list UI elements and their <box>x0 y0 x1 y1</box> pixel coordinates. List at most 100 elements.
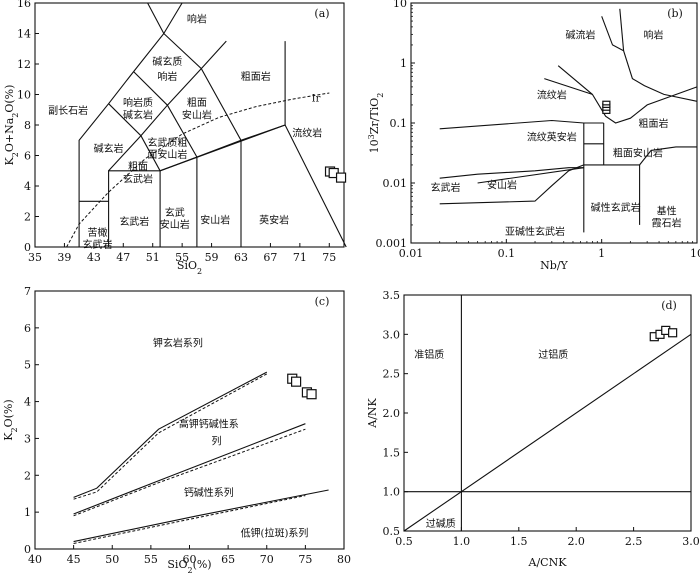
y-tick-label: 14 <box>17 28 31 41</box>
y-tick-label: 0.1 <box>390 117 408 130</box>
x-tick-label: 0.5 <box>395 535 413 548</box>
field-label: 玄武岩 <box>430 181 460 194</box>
y-tick-label: 12 <box>17 58 31 71</box>
y-tick-label: 2.0 <box>383 407 401 420</box>
y-tick-label: 2 <box>24 469 31 482</box>
y-tick-label: 2 <box>24 211 31 224</box>
field-label: 过铝质 <box>538 348 568 361</box>
x-tick-label: 3.0 <box>682 535 700 548</box>
field-label: 粗面岩 <box>241 70 271 83</box>
field-boundary <box>140 135 161 172</box>
x-tick-label: 63 <box>234 251 248 264</box>
y-tick-label: 2.5 <box>383 368 401 381</box>
x-axis-title: SiO2(%) <box>167 558 211 573</box>
y-axis-title: K2O(%) <box>2 399 19 440</box>
alkaline-divider <box>66 92 330 248</box>
field-label: 响岩 <box>157 70 177 83</box>
field-label: 玄武 <box>165 206 185 219</box>
y-tick-label: 3 <box>24 432 31 445</box>
panel-label: (a) <box>314 7 329 20</box>
y-tick-label: 10 <box>393 0 407 10</box>
x-axis-title: SiO2 <box>177 259 202 276</box>
field-label: 低钾(拉斑)系列 <box>241 526 309 539</box>
x-tick-label: 50 <box>105 553 119 566</box>
x-tick-label: 55 <box>175 251 189 264</box>
field-label: 玄武质粗 <box>147 136 187 149</box>
field-boundary <box>544 78 593 95</box>
field-boundary <box>108 124 347 248</box>
field-label: 英安岩 <box>259 214 289 227</box>
panel-b-winchester: 0.010.11100.0010.010.1110(b)碱流岩响岩流纹岩粗面岩流… <box>367 0 700 272</box>
panel-d-shand: 0.5 1.0 1.5 2.0 2.5 3.0 0.5 1.0 1.5 2.0 2.5 3.0 3.5 (… <box>366 289 700 569</box>
field-boundary <box>439 119 604 130</box>
series-boundary-alt <box>73 428 306 517</box>
field-label: 列 <box>212 434 222 447</box>
panel-c-k2o: 40 45 50 55 60 65 70 75 8001234567(c)钾玄岩系列高钾钙碱性系… <box>2 285 351 573</box>
field-label: 苦橄 <box>88 226 108 239</box>
field-boundary <box>108 103 142 137</box>
field-boundary <box>557 65 698 124</box>
y-tick-label: 16 <box>17 0 31 10</box>
series-boundary <box>73 423 306 515</box>
field-label: 碱性玄武岩 <box>591 201 641 214</box>
field-label: 玄武岩 <box>83 238 113 251</box>
field-label: 亚碱性玄武岩 <box>505 225 565 238</box>
x-tick-label: 2.0 <box>567 535 585 548</box>
y-tick-label: 5 <box>24 359 31 372</box>
y-tick-label: 1.0 <box>383 486 401 499</box>
field-boundary <box>619 8 625 51</box>
field-label: 霞石岩 <box>652 216 682 229</box>
x-tick-label: 39 <box>57 251 71 264</box>
x-tick-label: 45 <box>67 553 81 566</box>
field-boundary <box>159 41 286 247</box>
x-tick-label: 51 <box>146 251 160 264</box>
y-tick-label: 0.01 <box>383 177 408 190</box>
y-tick-label: 3.5 <box>383 289 401 302</box>
y-axis-title: K2O+Na2O(%) <box>3 85 20 166</box>
x-axis-title: A/CNK <box>528 556 568 569</box>
x-tick-label: 0.1 <box>498 247 516 260</box>
field-label: 粗面岩 <box>639 117 669 130</box>
field-label: 流纹岩 <box>537 88 567 101</box>
x-tick-label: 1.0 <box>453 535 471 548</box>
field-label: 钾玄岩系列 <box>153 337 203 350</box>
field-label: 玄武岩 <box>123 172 153 185</box>
field-label: 面安山岩 <box>147 148 187 161</box>
field-label: 粗面安山岩 <box>613 147 663 160</box>
panel-a-tas: 35 39 43 47 51 55 59 63 67 71 75 0 2 4 6 8 10 12 14 16 (a) 响岩… <box>3 0 347 276</box>
x-tick-label: 1.5 <box>510 535 528 548</box>
x-tick-label: 59 <box>205 251 219 264</box>
y-tick-label: 8 <box>24 119 31 132</box>
x-tick-label: 0.01 <box>399 247 424 260</box>
field-label: 粗面 <box>128 161 148 173</box>
y-tick-label: 0 <box>24 241 31 254</box>
series-boundary-alt <box>73 373 268 500</box>
field-label: 玄武岩 <box>119 215 149 228</box>
field-label: 安山岩 <box>182 108 212 121</box>
x-tick-label: 70 <box>260 553 274 566</box>
field-boundary <box>200 40 227 69</box>
panel-label: (d) <box>661 299 677 312</box>
field-label: 安山岩 <box>200 214 230 227</box>
field-boundary <box>147 2 165 34</box>
field-boundary <box>163 2 183 34</box>
field-label: 粗面 <box>187 97 207 109</box>
x-tick-label: 71 <box>293 251 307 264</box>
data-point <box>291 376 302 387</box>
x-tick-label: 67 <box>263 251 277 264</box>
series-boundary <box>73 489 329 543</box>
field-label: Ir <box>312 94 321 105</box>
x-axis-title: Nb/Y <box>540 259 568 272</box>
data-point <box>306 389 317 400</box>
y-tick-label: 0.5 <box>383 525 401 538</box>
y-tick-label: 1.5 <box>383 446 401 459</box>
field-boundary <box>403 333 692 532</box>
field-label: 碱玄岩 <box>94 142 124 155</box>
data-point <box>602 100 611 106</box>
x-tick-label: 35 <box>28 251 42 264</box>
x-tick-label: 55 <box>144 553 158 566</box>
series-boundary-alt <box>73 495 306 544</box>
field-boundary <box>133 71 168 106</box>
y-tick-label: 3.0 <box>383 328 401 341</box>
